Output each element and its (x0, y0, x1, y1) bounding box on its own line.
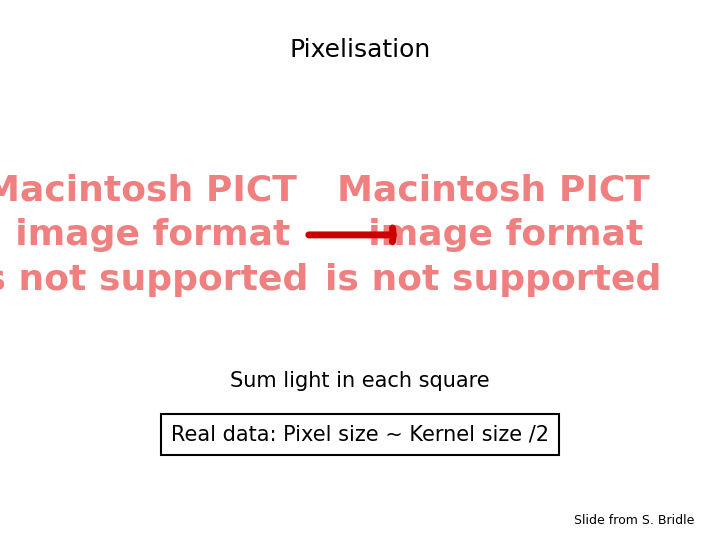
Text: Slide from S. Bridle: Slide from S. Bridle (575, 514, 695, 526)
Text: Sum light in each square: Sum light in each square (230, 370, 490, 391)
Text: Macintosh PICT
  image format
is not supported: Macintosh PICT image format is not suppo… (325, 173, 662, 296)
Text: Macintosh PICT
  image format
is not supported: Macintosh PICT image format is not suppo… (0, 173, 309, 296)
Text: Pixelisation: Pixelisation (289, 38, 431, 62)
Text: Real data: Pixel size ~ Kernel size /2: Real data: Pixel size ~ Kernel size /2 (171, 424, 549, 445)
